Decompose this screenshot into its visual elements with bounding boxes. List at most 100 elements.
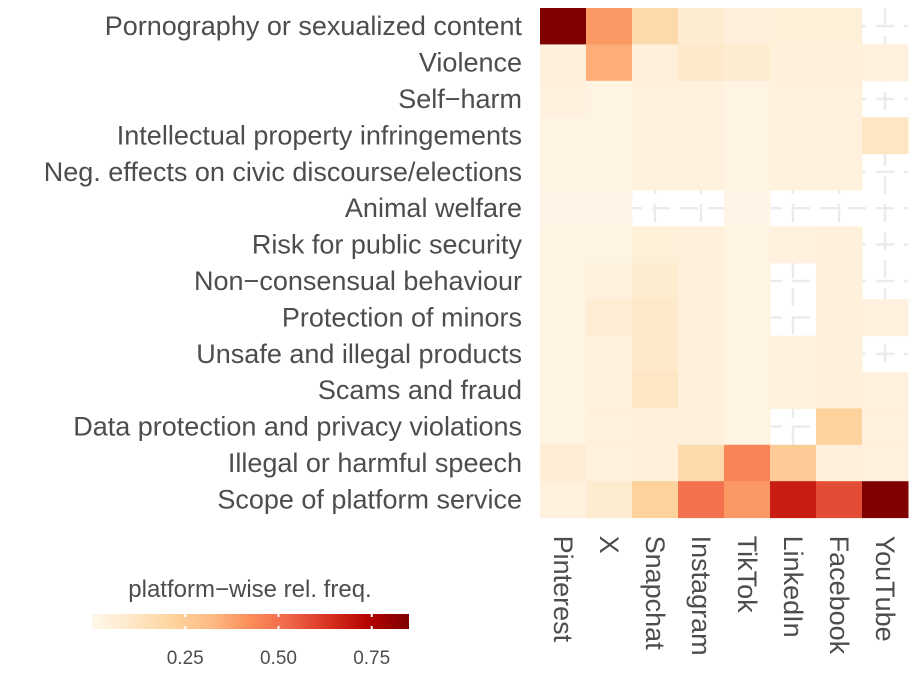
row-label: Protection of minors bbox=[282, 302, 522, 332]
heatmap-cell bbox=[632, 299, 679, 337]
heatmap-cell bbox=[770, 444, 817, 482]
heatmap-cell bbox=[632, 481, 679, 519]
heatmap-cell bbox=[586, 262, 633, 300]
heatmap-cell bbox=[678, 299, 725, 337]
column-label: LinkedIn bbox=[778, 536, 808, 638]
row-labels: Pornography or sexualized content Violenc… bbox=[44, 11, 523, 514]
heatmap-cell bbox=[816, 44, 863, 82]
heatmap-cell bbox=[540, 408, 587, 446]
row-label: Data protection and privacy violations bbox=[73, 412, 522, 442]
heatmap-cell bbox=[586, 117, 633, 155]
heatmap-cell bbox=[816, 80, 863, 118]
heatmap-cell bbox=[540, 8, 587, 45]
heatmap-cell bbox=[816, 335, 863, 373]
heatmap-cell bbox=[770, 153, 817, 191]
heatmap-cell bbox=[586, 226, 633, 264]
heatmap-cell bbox=[586, 481, 633, 519]
heatmap-cell bbox=[724, 408, 771, 446]
heatmap-cell bbox=[724, 335, 771, 373]
column-label: TikTok bbox=[732, 536, 762, 614]
heatmap-cell bbox=[724, 226, 771, 264]
heatmap-cell bbox=[724, 444, 771, 482]
heatmap-cell bbox=[678, 80, 725, 118]
heatmap-cell bbox=[586, 80, 633, 118]
heatmap-cell bbox=[724, 8, 771, 45]
heatmap-cell bbox=[540, 190, 587, 227]
legend-colorbar bbox=[92, 614, 409, 629]
heatmap-cell bbox=[862, 481, 909, 519]
heatmap-cell bbox=[770, 8, 817, 45]
column-label: Snapchat bbox=[640, 536, 670, 651]
heatmap-cell bbox=[862, 44, 909, 82]
heatmap-cell bbox=[632, 226, 679, 264]
heatmap-cell bbox=[862, 299, 909, 337]
heatmap-cell bbox=[540, 299, 587, 337]
heatmap-cell bbox=[770, 335, 817, 373]
heatmap-cell bbox=[540, 481, 587, 519]
row-label: Pornography or sexualized content bbox=[105, 11, 523, 41]
heatmap-cell bbox=[586, 335, 633, 373]
heatmap-cell bbox=[632, 8, 679, 45]
heatmap-cell bbox=[540, 444, 587, 482]
column-label: Facebook bbox=[824, 536, 854, 655]
heatmap-cell bbox=[540, 226, 587, 264]
heatmap-cell bbox=[816, 444, 863, 482]
heatmap-cell bbox=[632, 335, 679, 373]
heatmap-cell bbox=[724, 481, 771, 519]
heatmap-cell bbox=[724, 372, 771, 409]
column-label: X bbox=[594, 536, 624, 554]
heatmap-cell bbox=[632, 44, 679, 82]
heatmap-cell bbox=[816, 8, 863, 45]
row-label: Non−consensual behaviour bbox=[194, 266, 522, 296]
heatmap-cells bbox=[540, 8, 909, 519]
heatmap-cell bbox=[586, 44, 633, 82]
heatmap-cell bbox=[770, 44, 817, 82]
heatmap-cell bbox=[540, 117, 587, 155]
heatmap-cell bbox=[586, 190, 633, 227]
heatmap-cell bbox=[632, 444, 679, 482]
heatmap-cell bbox=[586, 299, 633, 337]
row-label: Self−harm bbox=[398, 84, 522, 114]
row-label: Risk for public security bbox=[252, 230, 523, 260]
heatmap-cell bbox=[632, 117, 679, 155]
heatmap-cell bbox=[724, 190, 771, 227]
heatmap-cell bbox=[632, 372, 679, 409]
legend-tick-label: 0.25 bbox=[167, 648, 204, 669]
row-label: Unsafe and illegal products bbox=[196, 339, 522, 369]
heatmap-cell bbox=[586, 372, 633, 409]
heatmap-cell bbox=[632, 80, 679, 118]
heatmap-cell bbox=[816, 372, 863, 409]
heatmap-cell bbox=[816, 226, 863, 264]
legend-tick-label: 0.50 bbox=[260, 648, 297, 669]
heatmap-cell bbox=[724, 299, 771, 337]
heatmap-cell bbox=[632, 408, 679, 446]
heatmap-cell bbox=[632, 262, 679, 300]
heatmap-cell bbox=[816, 117, 863, 155]
heatmap-cell bbox=[816, 262, 863, 300]
heatmap-cell bbox=[724, 44, 771, 82]
heatmap-cell bbox=[862, 408, 909, 446]
heatmap-cell bbox=[586, 444, 633, 482]
heatmap-cell bbox=[632, 153, 679, 191]
row-label: Scams and fraud bbox=[318, 375, 522, 405]
color-legend: platform−wise rel. freq. 0.25 0.50 0.75 bbox=[92, 576, 409, 669]
heatmap-cell bbox=[678, 226, 725, 264]
heatmap-cell bbox=[678, 8, 725, 45]
heatmap-cell bbox=[540, 44, 587, 82]
heatmap-cell bbox=[770, 80, 817, 118]
heatmap-cell bbox=[770, 117, 817, 155]
heatmap-cell bbox=[586, 408, 633, 446]
heatmap-cell bbox=[770, 481, 817, 519]
heatmap-cell bbox=[862, 372, 909, 409]
heatmap-cell bbox=[540, 335, 587, 373]
heatmap-cell bbox=[540, 153, 587, 191]
column-label: Pinterest bbox=[548, 536, 578, 643]
heatmap-cell bbox=[816, 299, 863, 337]
column-label: Instagram bbox=[686, 536, 716, 656]
row-label: Intellectual property infringements bbox=[117, 120, 522, 150]
legend-ticks: 0.25 0.50 0.75 bbox=[167, 614, 390, 669]
heatmap-cell bbox=[862, 444, 909, 482]
row-label: Illegal or harmful speech bbox=[228, 448, 522, 478]
row-label: Scope of platform service bbox=[217, 484, 522, 514]
